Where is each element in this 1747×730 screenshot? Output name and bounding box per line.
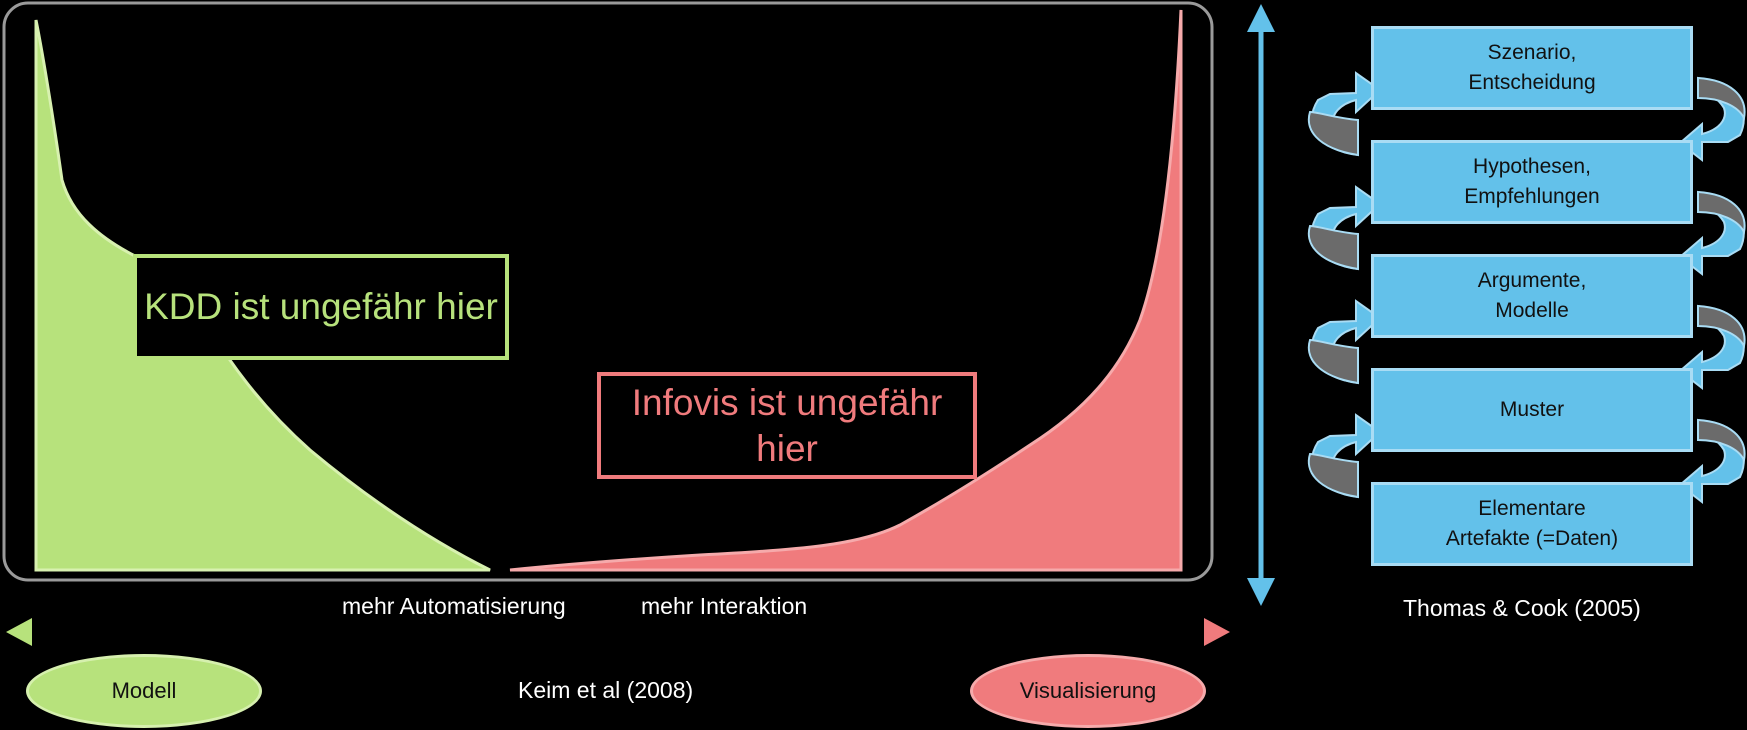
step-patterns: Muster <box>1371 368 1693 452</box>
model-pill: Modell <box>26 654 262 728</box>
infovis-label: Infovis ist ungefähr hier <box>631 381 943 469</box>
step-hypotheses: Hypothesen, Empfehlungen <box>1371 140 1693 224</box>
step-line: Modelle <box>1495 299 1569 322</box>
axis-label-interaction: mehr Interaktion <box>641 593 808 619</box>
step-line: Argumente, <box>1477 269 1587 292</box>
infovis-curve-area <box>509 9 1183 572</box>
step-line: Artefakte (=Daten) <box>1445 527 1619 550</box>
step-line: Elementare <box>1478 497 1586 520</box>
step-line: Entscheidung <box>1468 71 1596 94</box>
model-pill-label: Modell <box>111 678 177 703</box>
step-line: Hypothesen, <box>1473 155 1591 178</box>
step-arguments: Argumente, Modelle <box>1371 254 1693 338</box>
step-scenario: Szenario, Entscheidung <box>1371 26 1693 110</box>
visualization-pill-label: Visualisierung <box>1019 678 1157 703</box>
automation-interaction-arrow <box>6 618 1230 646</box>
visualization-pill: Visualisierung <box>970 654 1206 728</box>
step-line: Muster <box>1499 398 1565 421</box>
chart-frame <box>2 1 1214 582</box>
feedback-arrows-left <box>1307 71 1382 499</box>
kdd-label: KDD ist ungefähr hier <box>144 286 498 327</box>
step-line: Empfehlungen <box>1464 185 1600 208</box>
infovis-label-box: Infovis ist ungefähr hier <box>597 372 977 479</box>
step-artifacts: Elementare Artefakte (=Daten) <box>1371 482 1693 566</box>
axis-label-automation: mehr Automatisierung <box>342 593 566 619</box>
citation-thomas-cook: Thomas & Cook (2005) <box>1403 595 1641 621</box>
vertical-blue-arrow <box>1247 4 1275 606</box>
citation-keim: Keim et al (2008) <box>518 677 694 703</box>
kdd-label-box: KDD ist ungefähr hier <box>133 254 509 360</box>
feedback-arrows-right <box>1678 76 1746 505</box>
step-line: Szenario, <box>1487 41 1577 64</box>
